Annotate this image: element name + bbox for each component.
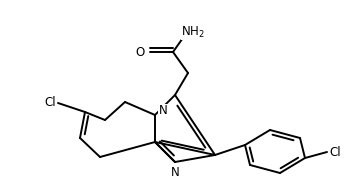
Text: Cl: Cl [329,146,341,158]
Text: Cl: Cl [44,97,56,109]
Text: O: O [135,45,145,59]
Text: NH$_2$: NH$_2$ [181,25,205,40]
Text: N: N [159,105,167,117]
Text: N: N [171,165,179,178]
